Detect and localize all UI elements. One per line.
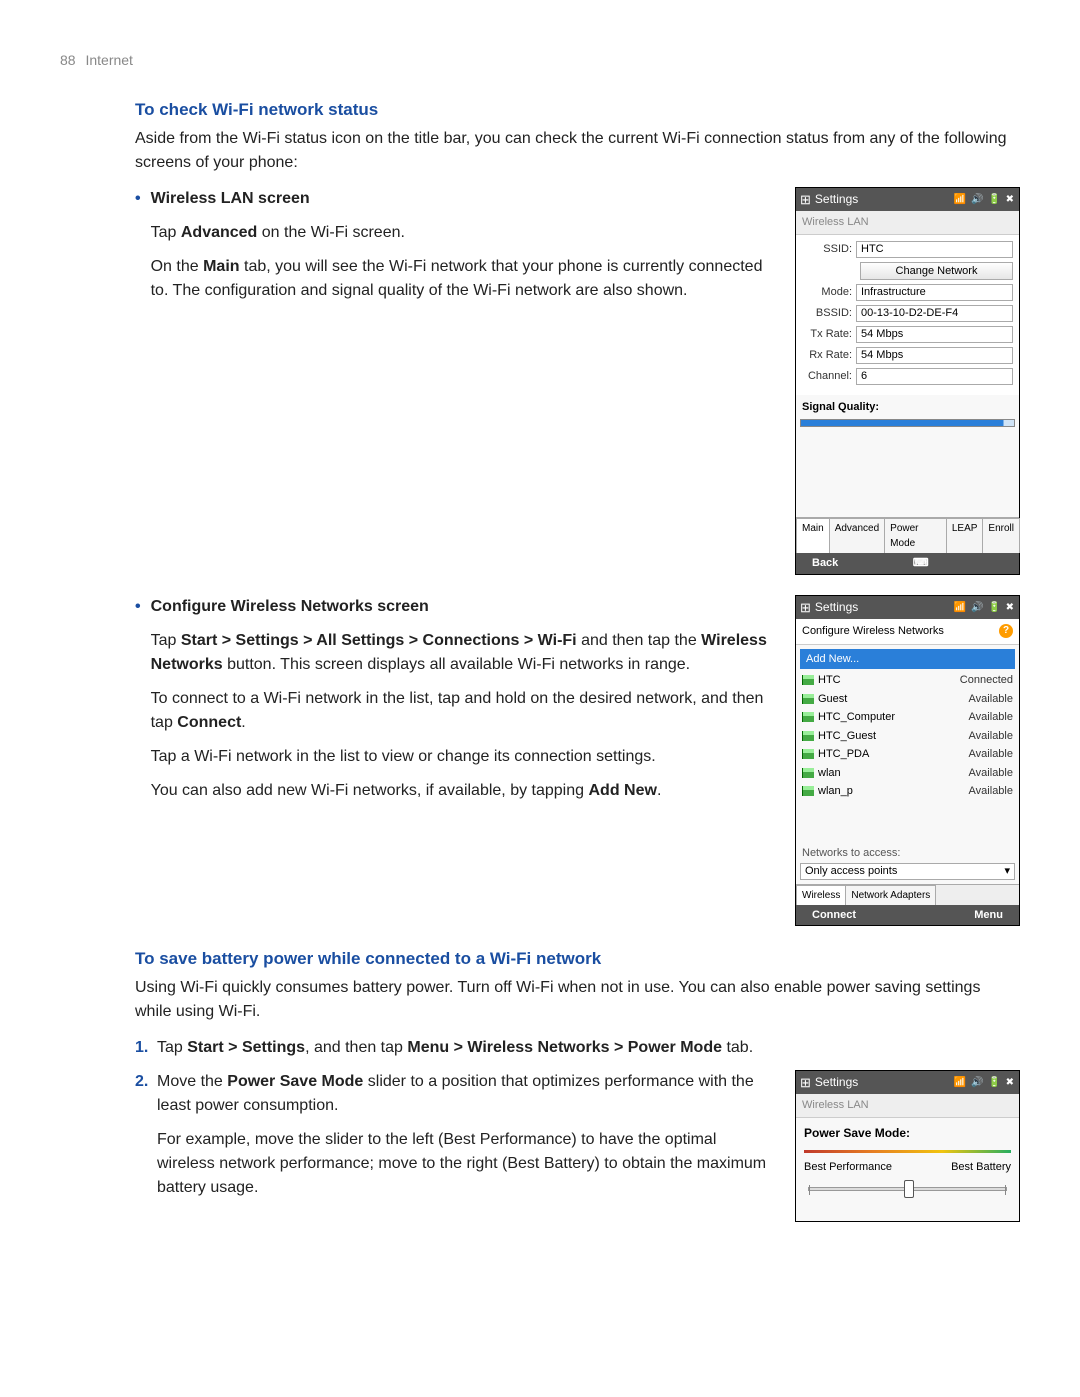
tab-enroll[interactable]: Enroll: [982, 518, 1020, 553]
screenshot-power-save: Settings📶 🔊 🔋 ✖ Wireless LAN Power Save …: [795, 1070, 1020, 1223]
section-title-1: To check Wi-Fi network status: [135, 97, 1020, 123]
power-save-slider[interactable]: [808, 1187, 1007, 1191]
wifi-signal-icon: [802, 786, 814, 796]
network-list-item[interactable]: HTCConnected: [800, 671, 1015, 690]
page-header: 88 Internet: [60, 50, 1020, 71]
bullet2-p2: To connect to a Wi-Fi network in the lis…: [151, 687, 777, 735]
menu-button[interactable]: Menu: [974, 907, 1003, 924]
bullet1-p2: On the Main tab, you will see the Wi-Fi …: [151, 255, 777, 303]
networks-to-access-label: Networks to access:: [796, 841, 1019, 863]
help-icon[interactable]: ?: [999, 624, 1013, 638]
block-configure-networks: • Configure Wireless Networks screen Tap…: [135, 595, 1020, 927]
tab-network-adapters[interactable]: Network Adapters: [845, 885, 936, 905]
section-name: Internet: [85, 52, 132, 68]
block-wireless-lan: • Wireless LAN screen Tap Advanced on th…: [135, 187, 1020, 575]
bullet-dot: •: [135, 595, 151, 813]
screenshot-configure-networks: Settings📶 🔊 🔋 ✖ Configure Wireless Netwo…: [795, 595, 1020, 927]
shot2-tabs: Wireless Network Adapters: [796, 884, 1019, 905]
tab-advanced[interactable]: Advanced: [829, 518, 885, 553]
networks-to-access-select[interactable]: Only access points: [800, 863, 1015, 880]
network-list-item[interactable]: wlanAvailable: [800, 764, 1015, 783]
network-list-item[interactable]: HTC_PDAAvailable: [800, 745, 1015, 764]
bullet2-p3: Tap a Wi-Fi network in the list to view …: [151, 745, 777, 769]
best-performance-label: Best Performance: [804, 1159, 892, 1176]
bullet1-p1: Tap Advanced on the Wi-Fi screen.: [151, 221, 777, 245]
shot1-tabs: Main Advanced Power Mode LEAP Enroll: [796, 517, 1019, 553]
status-icons: 📶 🔊 🔋 ✖: [954, 600, 1015, 615]
h2-intro: Using Wi-Fi quickly consumes battery pow…: [135, 976, 1020, 1024]
wifi-signal-icon: [802, 731, 814, 741]
windows-icon: [800, 190, 815, 210]
network-list-item[interactable]: HTC_GuestAvailable: [800, 727, 1015, 746]
screenshot-wireless-lan: Settings📶 🔊 🔋 ✖ Wireless LAN SSID:HTC Ch…: [795, 187, 1020, 575]
add-new-item[interactable]: Add New...: [800, 649, 1015, 670]
page-number: 88: [60, 52, 76, 68]
best-battery-label: Best Battery: [951, 1159, 1011, 1176]
shot1-subtitle: Wireless LAN: [796, 211, 1019, 235]
block-power-save: 2. Move the Power Save Mode slider to a …: [135, 1070, 1020, 1223]
status-icons: 📶 🔊 🔋 ✖: [954, 192, 1015, 207]
windows-icon: [800, 1073, 815, 1093]
signal-quality-bar: [800, 419, 1015, 427]
section-title-2: To save battery power while connected to…: [135, 946, 1020, 972]
step1-text: Tap Start > Settings, and then tap Menu …: [157, 1036, 1002, 1060]
wifi-signal-icon: [802, 768, 814, 778]
bullet1-title: Wireless LAN screen: [151, 190, 310, 207]
wifi-signal-icon: [802, 694, 814, 704]
shot2-subtitle: Configure Wireless Networks: [802, 623, 944, 640]
tab-power-mode[interactable]: Power Mode: [884, 518, 947, 553]
step2-text: Move the Power Save Mode slider to a pos…: [157, 1070, 777, 1118]
power-save-mode-label: Power Save Mode:: [796, 1118, 1019, 1150]
ssid-field[interactable]: HTC: [856, 241, 1013, 258]
step2-example: For example, move the slider to the left…: [157, 1128, 777, 1200]
shot3-subtitle: Wireless LAN: [796, 1094, 1019, 1118]
bssid-field[interactable]: 00-13-10-D2-DE-F4: [856, 305, 1013, 322]
network-list: HTCConnectedGuestAvailableHTC_ComputerAv…: [796, 671, 1019, 841]
bullet2-title: Configure Wireless Networks screen: [151, 598, 429, 615]
signal-quality-label: Signal Quality:: [796, 395, 1019, 420]
network-list-item[interactable]: GuestAvailable: [800, 690, 1015, 709]
tab-leap[interactable]: LEAP: [946, 518, 984, 553]
wifi-signal-icon: [802, 675, 814, 685]
windows-icon: [800, 598, 815, 618]
intro-paragraph: Aside from the Wi-Fi status icon on the …: [135, 127, 1020, 175]
slider-thumb[interactable]: [904, 1180, 914, 1198]
network-list-item[interactable]: wlan_pAvailable: [800, 782, 1015, 801]
bullet-dot: •: [135, 187, 151, 313]
rxrate-field[interactable]: 54 Mbps: [856, 347, 1013, 364]
channel-field[interactable]: 6: [856, 368, 1013, 385]
txrate-field[interactable]: 54 Mbps: [856, 326, 1013, 343]
bullet2-p4: You can also add new Wi-Fi networks, if …: [151, 779, 777, 803]
tab-wireless[interactable]: Wireless: [796, 885, 846, 905]
status-icons: 📶 🔊 🔋 ✖: [954, 1075, 1015, 1090]
back-button[interactable]: Back: [812, 555, 838, 572]
gradient-bar: [804, 1150, 1011, 1153]
mode-field[interactable]: Infrastructure: [856, 284, 1013, 301]
change-network-button[interactable]: Change Network: [860, 262, 1013, 280]
connect-button[interactable]: Connect: [812, 907, 856, 924]
tab-main[interactable]: Main: [796, 518, 830, 553]
bullet2-p1: Tap Start > Settings > All Settings > Co…: [151, 629, 777, 677]
network-list-item[interactable]: HTC_ComputerAvailable: [800, 708, 1015, 727]
keyboard-icon[interactable]: ⌨: [913, 555, 929, 572]
wifi-signal-icon: [802, 749, 814, 759]
list-number-2: 2.: [135, 1070, 157, 1210]
wifi-signal-icon: [802, 712, 814, 722]
list-number-1: 1.: [135, 1036, 157, 1070]
